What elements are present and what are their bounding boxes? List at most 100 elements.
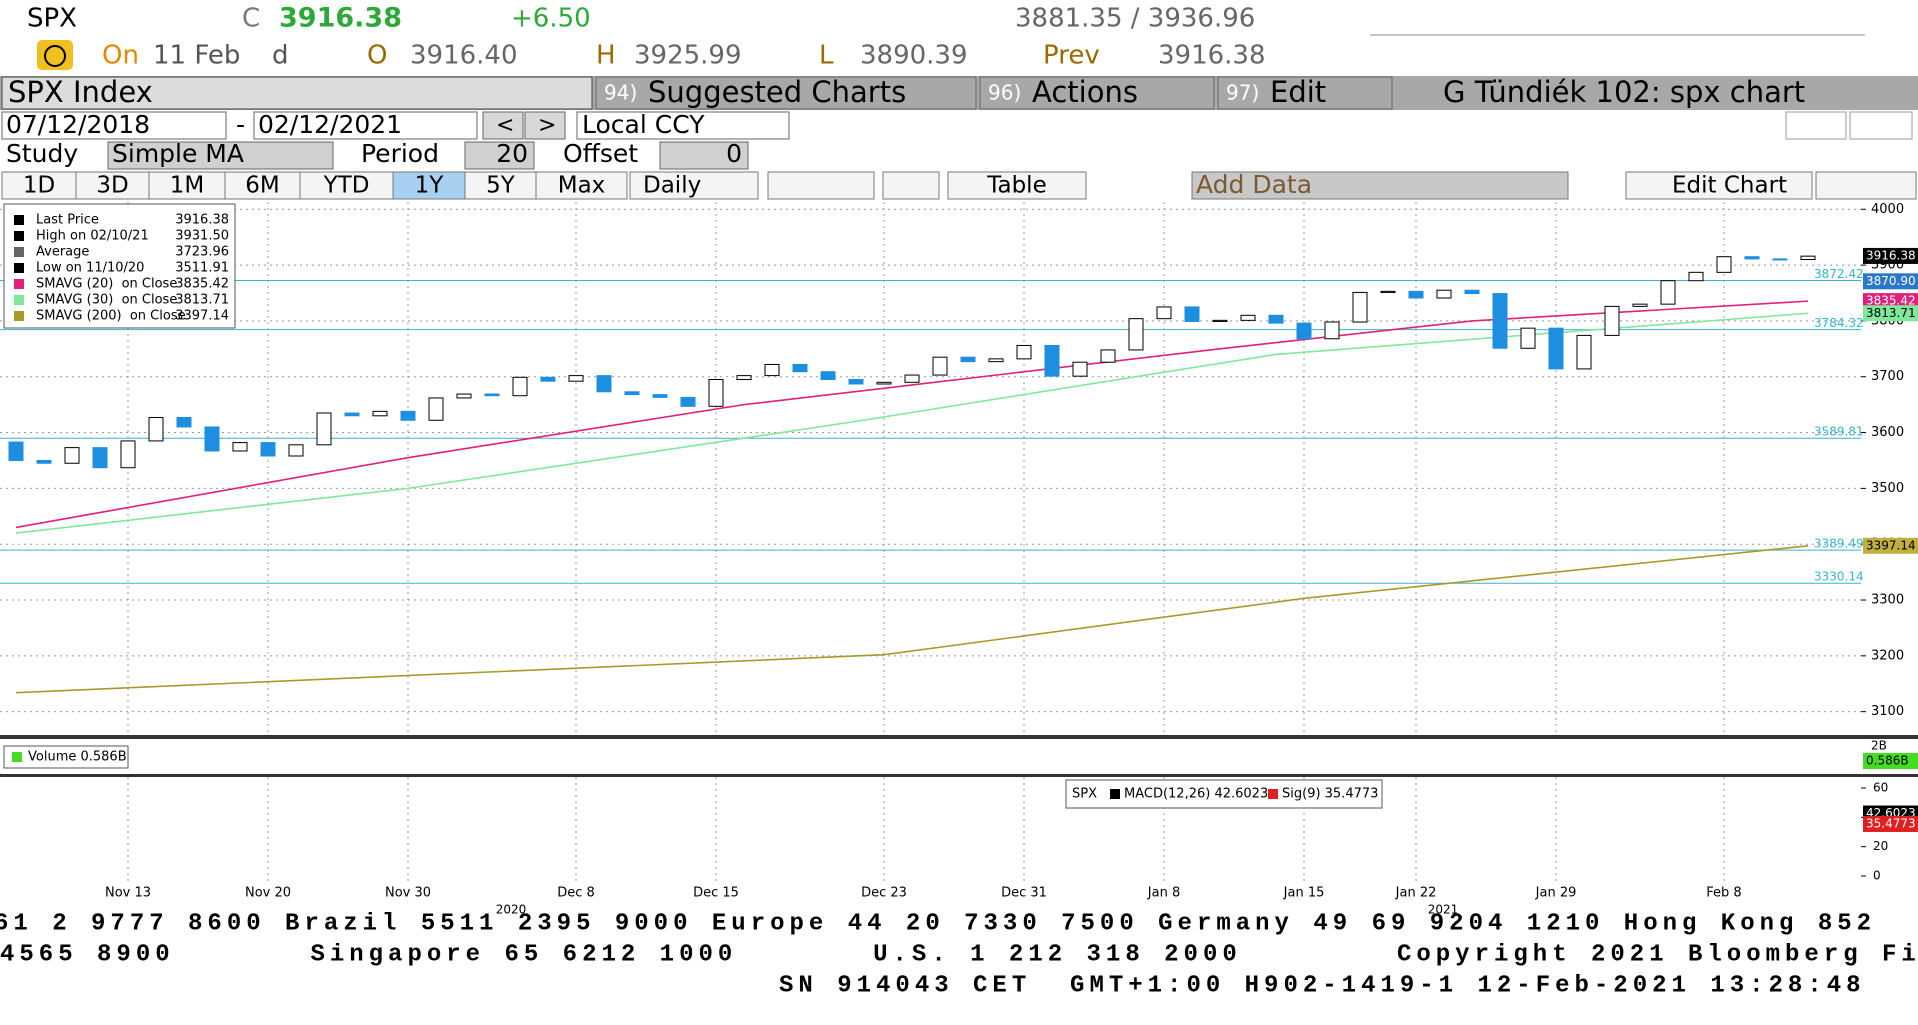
next-button[interactable] — [524, 111, 566, 140]
speed-icon-dial — [44, 45, 66, 67]
candle-body — [1604, 305, 1620, 336]
period: 20 — [496, 139, 528, 168]
range-button[interactable] — [75, 171, 150, 200]
level-label: 3784.32 — [1814, 316, 1864, 330]
x-tick-label: Dec 8 — [557, 886, 595, 901]
legend-swatch — [14, 279, 24, 289]
candle-body — [1324, 321, 1340, 340]
legend-name: Average — [36, 245, 89, 260]
candle-body — [8, 441, 24, 461]
volume-tag — [1863, 753, 1918, 769]
candle-body — [1156, 306, 1172, 320]
x-tick-label: Jan 8 — [1147, 886, 1180, 901]
range-button[interactable] — [1, 171, 77, 200]
menu-button[interactable] — [979, 76, 1215, 110]
x-tick-label: Nov 20 — [245, 886, 291, 901]
legend-name: SMAVG (200) on Close — [36, 309, 186, 324]
footer-line: SN 914043 CET GMT+1:00 H902-1419-1 12-Fe… — [779, 972, 1866, 999]
macd-tag-label: 35.4773 — [1866, 816, 1916, 830]
legend-swatch — [14, 247, 24, 257]
menu-button[interactable] — [595, 76, 977, 110]
candle-body — [400, 410, 416, 421]
prev-button-label: < — [496, 113, 514, 138]
range-button[interactable] — [148, 171, 226, 200]
table-button[interactable] — [947, 171, 1087, 200]
candle-body — [1520, 327, 1536, 349]
candle-body — [484, 393, 500, 397]
candle-body — [568, 375, 584, 382]
chart-type-button[interactable] — [767, 171, 875, 200]
currency: Local CCY — [582, 110, 705, 139]
start-date: 07/12/2018 — [6, 110, 150, 139]
macd-tick-label: 60 — [1873, 781, 1888, 795]
day-range: 3881.35 / 3936.96 — [1015, 4, 1255, 34]
edit-chart-button[interactable] — [1625, 171, 1813, 200]
undo-button[interactable] — [1785, 111, 1847, 140]
legend-swatch — [14, 311, 24, 321]
range-label: 1D — [23, 173, 55, 199]
offset: 0 — [726, 139, 742, 168]
candle-body — [1352, 291, 1368, 323]
year-label: 2021 — [1428, 903, 1459, 917]
candle-body — [736, 375, 752, 381]
candle-body — [64, 447, 80, 464]
table-label: Table — [986, 173, 1046, 199]
next-button-label: > — [538, 113, 556, 138]
volume-legend: Volume 0.586B — [28, 750, 127, 765]
range-button[interactable] — [535, 171, 628, 200]
period-box[interactable] — [464, 141, 535, 170]
y-tick-label: 3300 — [1871, 593, 1904, 608]
candle-body — [1800, 255, 1816, 260]
candle-body — [316, 412, 332, 446]
period-label: Period — [361, 139, 439, 168]
prev-button[interactable] — [482, 111, 524, 140]
study-box[interactable] — [107, 141, 334, 170]
candle-body — [848, 379, 864, 385]
menu-number: 96) — [988, 81, 1021, 105]
candle-body — [1464, 289, 1480, 295]
start-date-box[interactable] — [1, 111, 227, 140]
study: Simple MA — [112, 139, 244, 168]
price-tag — [1863, 305, 1918, 322]
candle-body — [764, 363, 780, 377]
range-button[interactable] — [224, 171, 301, 200]
frequency-button[interactable] — [629, 171, 759, 200]
freq: d — [272, 41, 289, 71]
candle-body — [1548, 327, 1564, 370]
price-tag-label: 3916.38 — [1866, 248, 1916, 262]
security-box[interactable] — [1, 76, 593, 110]
chart-type-dropdown[interactable] — [882, 171, 940, 200]
x-tick-label: Dec 31 — [1001, 886, 1047, 901]
menu-number: 94) — [604, 81, 637, 105]
offset-label: Offset — [563, 139, 638, 168]
price-tag-label: 3397.14 — [1866, 538, 1916, 552]
legend-swatch — [14, 263, 24, 273]
candle-body — [204, 426, 220, 452]
signal-label: Sig(9) 35.4773 — [1282, 787, 1378, 802]
candle-body — [1044, 344, 1060, 377]
candle-body — [596, 375, 612, 393]
offset-box[interactable] — [659, 141, 749, 170]
settings-button[interactable] — [1815, 171, 1917, 200]
volume-tag-label: 0.586B — [1866, 754, 1909, 768]
end-date-box[interactable] — [253, 111, 478, 140]
low-price: 3890.39 — [860, 41, 968, 71]
add-data: Add Data — [1196, 170, 1312, 199]
range-label: 1M — [170, 173, 204, 199]
chart-title: G Tündiék 102: spx chart — [1443, 75, 1805, 109]
redo-button[interactable] — [1849, 111, 1913, 140]
security: SPX Index — [8, 75, 153, 109]
price-tag — [1863, 293, 1918, 310]
macd-ticker: SPX — [1072, 787, 1097, 802]
add-data-box[interactable] — [1191, 171, 1569, 200]
legend-name: Low on 11/10/20 — [36, 261, 144, 276]
range-button[interactable] — [392, 171, 466, 200]
range-button[interactable] — [464, 171, 537, 200]
range-button[interactable] — [299, 171, 394, 200]
menu-button[interactable] — [1217, 76, 1393, 110]
prev-price: 3916.38 — [1158, 41, 1266, 71]
speed-icon[interactable] — [37, 40, 73, 70]
candle-body — [708, 379, 724, 407]
currency-box[interactable] — [576, 111, 790, 140]
candle-body — [1240, 314, 1256, 321]
